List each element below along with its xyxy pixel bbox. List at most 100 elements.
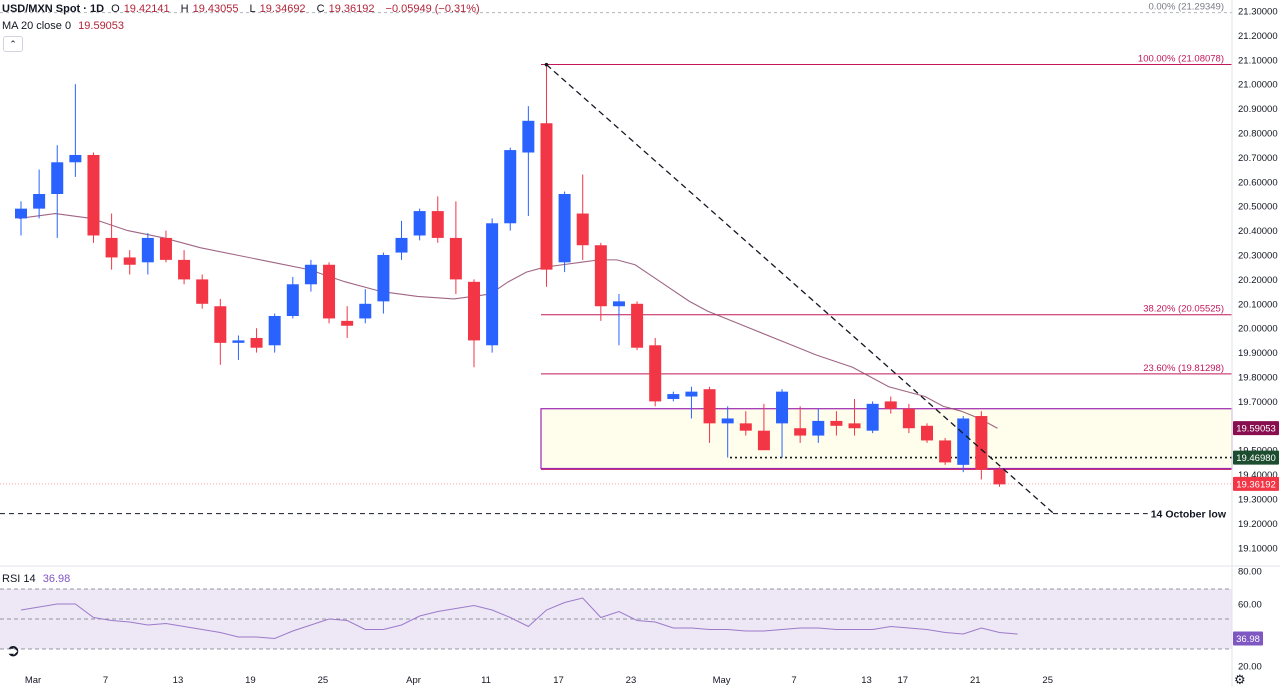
candle-body[interactable] xyxy=(975,416,988,470)
candle-body[interactable] xyxy=(739,423,752,431)
price-tick-label: 21.10000 xyxy=(1238,55,1278,66)
rsi-tag-label: 36.98 xyxy=(1236,634,1260,645)
price-tick-label: 19.90000 xyxy=(1238,348,1278,359)
tradingview-logo-icon[interactable]: ➲ xyxy=(6,641,21,661)
symbol-title[interactable]: USD/MXN Spot · 1D xyxy=(2,3,105,15)
candle-body[interactable] xyxy=(395,237,408,253)
time-tick-label: 7 xyxy=(791,675,796,686)
candle-body[interactable] xyxy=(812,420,825,436)
candle-body[interactable] xyxy=(594,245,607,307)
rsi-line[interactable] xyxy=(20,597,1018,640)
candle-body[interactable] xyxy=(794,428,807,436)
candle-body[interactable] xyxy=(304,264,317,285)
candle-body[interactable] xyxy=(993,469,1006,485)
candle-body[interactable] xyxy=(576,213,589,246)
ma20-line[interactable] xyxy=(18,212,998,429)
candle-body[interactable] xyxy=(703,389,716,424)
trendline-anchor[interactable] xyxy=(544,62,549,67)
candle-body[interactable] xyxy=(268,316,281,346)
candle-body[interactable] xyxy=(33,194,46,209)
candle-body[interactable] xyxy=(884,401,897,409)
time-tick-label: 25 xyxy=(318,675,329,686)
candle-body[interactable] xyxy=(141,237,154,263)
candle-body[interactable] xyxy=(232,340,245,343)
candle-body[interactable] xyxy=(721,418,734,424)
candle-body[interactable] xyxy=(902,408,915,429)
rsi-tick-label: 20.00 xyxy=(1238,662,1262,673)
low-value: 19.34692 xyxy=(259,3,306,15)
candle-body[interactable] xyxy=(159,237,172,260)
price-pane[interactable]: 0.00% (21.29349) 100.00% (21.08078) 38.20%… xyxy=(0,2,1233,522)
candle-body[interactable] xyxy=(957,418,970,465)
fib-level-label: 23.60% (19.81298) xyxy=(1143,363,1224,374)
candle-body[interactable] xyxy=(69,154,82,163)
candle-body[interactable] xyxy=(504,150,517,224)
open-label: O xyxy=(111,3,120,15)
candle-body[interactable] xyxy=(486,223,499,346)
candle-body[interactable] xyxy=(286,284,299,316)
price-tag-bg xyxy=(1233,476,1279,491)
candle-body[interactable] xyxy=(468,281,480,341)
candle-body[interactable] xyxy=(612,301,625,307)
candle-body[interactable] xyxy=(830,420,843,426)
time-tick-label: 23 xyxy=(626,675,637,686)
price-tick-label: 19.30000 xyxy=(1238,495,1278,506)
candle-body[interactable] xyxy=(921,425,933,441)
high-label: H xyxy=(180,3,189,15)
downtrend-line[interactable] xyxy=(546,64,1055,515)
candle-body[interactable] xyxy=(15,208,27,219)
candle-body[interactable] xyxy=(178,259,191,280)
gear-icon[interactable]: ⚙ xyxy=(1234,672,1246,687)
candle-body[interactable] xyxy=(631,303,644,348)
chevron-up-icon[interactable]: ⌃ xyxy=(3,36,23,52)
candle-body[interactable] xyxy=(776,391,789,424)
candle-body[interactable] xyxy=(522,120,535,153)
candle-body[interactable] xyxy=(449,237,462,280)
candle-body[interactable] xyxy=(214,306,227,343)
price-tick-label: 19.40000 xyxy=(1238,470,1278,481)
rsi-value: 36.98 xyxy=(42,573,71,585)
candle-body[interactable] xyxy=(341,320,354,326)
price-tick-label: 20.10000 xyxy=(1238,299,1278,310)
range-box[interactable] xyxy=(540,408,1233,470)
candle-body[interactable] xyxy=(87,154,100,236)
rsi-pane[interactable] xyxy=(0,588,1232,650)
rsi-legend[interactable]: RSI 14 36.98 xyxy=(2,573,74,585)
candle-body[interactable] xyxy=(939,440,952,463)
candle-body[interactable] xyxy=(558,194,571,263)
price-tick-label: 20.70000 xyxy=(1238,153,1278,164)
candle-body[interactable] xyxy=(848,423,861,429)
price-tick-label: 20.80000 xyxy=(1238,129,1278,140)
candle-body[interactable] xyxy=(250,337,263,348)
candle-body[interactable] xyxy=(196,279,209,304)
candle-body[interactable] xyxy=(413,211,426,236)
candle-body[interactable] xyxy=(51,162,64,194)
rsi-tick-label: 80.00 xyxy=(1238,567,1262,578)
candle-body[interactable] xyxy=(685,391,698,397)
fib-level-label: 38.20% (20.05525) xyxy=(1143,304,1224,315)
candle-body[interactable] xyxy=(866,403,879,431)
candle-body[interactable] xyxy=(540,123,553,270)
candle-body[interactable] xyxy=(123,257,136,265)
candle-body[interactable] xyxy=(757,430,770,451)
low-label: L xyxy=(249,3,256,15)
time-tick-label: 13 xyxy=(861,675,872,686)
time-tick-label: 11 xyxy=(481,675,491,686)
price-tick-label: 20.00000 xyxy=(1238,324,1278,335)
fib-level-label: 0.00% (21.29349) xyxy=(1148,2,1224,13)
candle-body[interactable] xyxy=(323,264,336,319)
candle-body[interactable] xyxy=(649,345,662,402)
candle-body[interactable] xyxy=(359,303,372,319)
price-tag-label: 19.59053 xyxy=(1236,424,1276,435)
candle-body[interactable] xyxy=(667,394,680,399)
open-value: 19.42141 xyxy=(123,3,170,15)
close-label: C xyxy=(316,3,325,15)
candle-body[interactable] xyxy=(105,237,118,258)
candle-body[interactable] xyxy=(431,211,444,238)
price-tick-label: 20.60000 xyxy=(1238,177,1278,188)
candle-body[interactable] xyxy=(377,255,390,302)
ma-legend[interactable]: MA 20 close 0 19.59053 xyxy=(2,20,128,32)
